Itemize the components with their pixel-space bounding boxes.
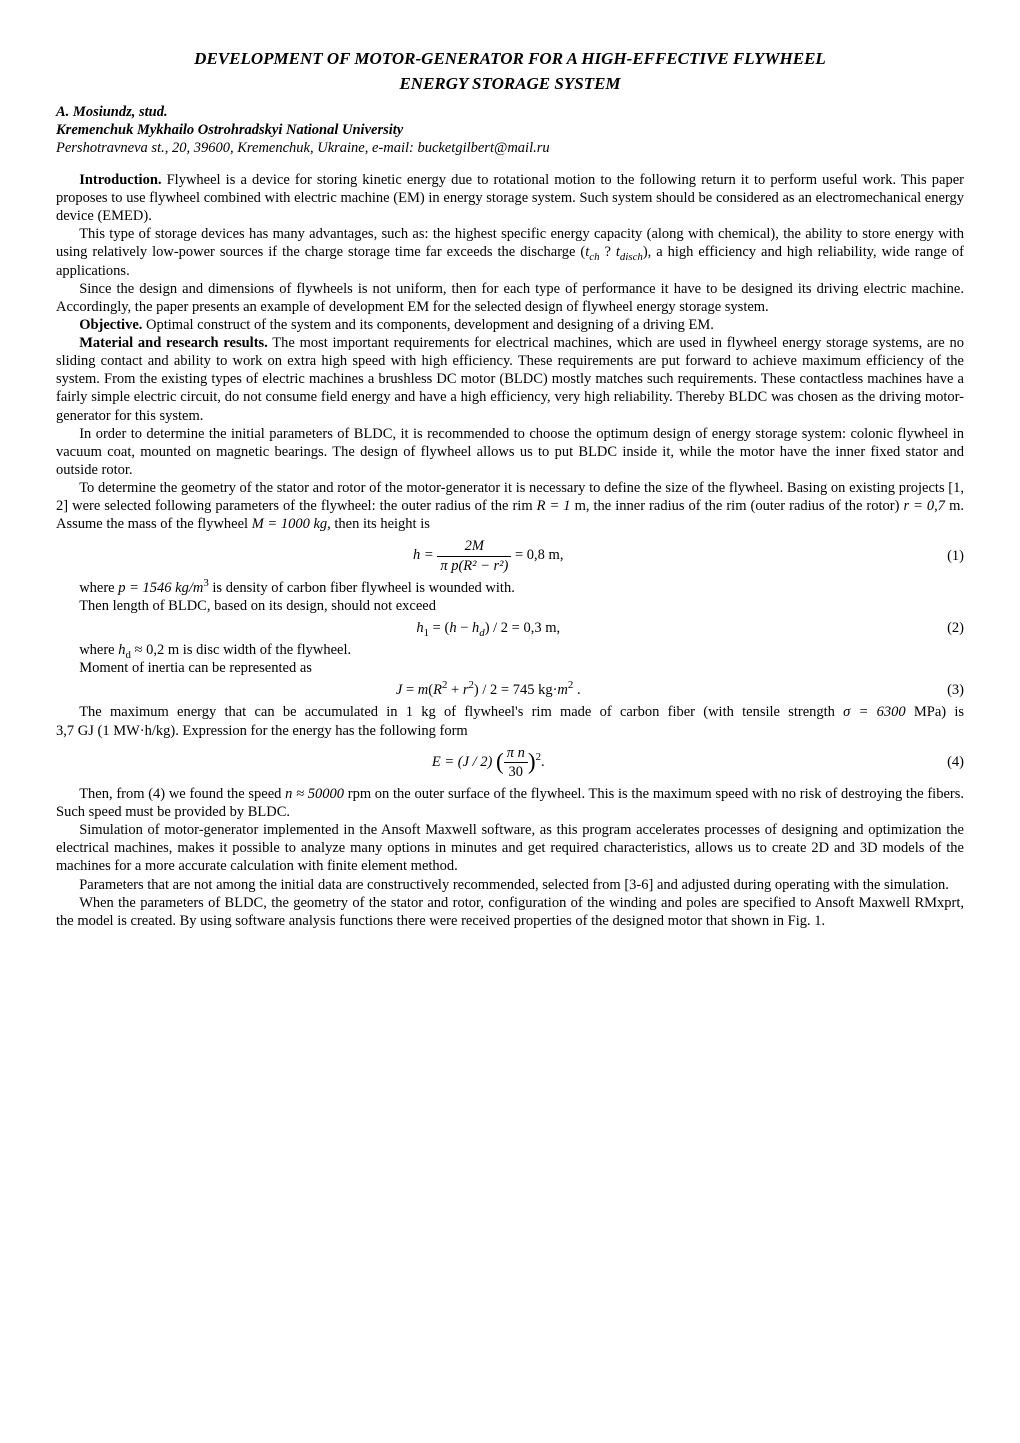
- when-paragraph: When the parameters of BLDC, the geometr…: [56, 894, 964, 930]
- eq3-math: J = m(R2 + r2) / 2 = 745 kg·m2 .: [56, 681, 921, 699]
- mat3b: m, the inner radius of the rim (outer ra…: [571, 498, 904, 514]
- eq1-lhs: h =: [413, 547, 437, 563]
- p-value: p = 1546 kg/m3: [118, 580, 209, 596]
- where1b: is density of carbon fiber flywheel is w…: [209, 580, 515, 596]
- address: Pershotravneva st., 20, 39600, Kremenchu…: [56, 139, 964, 157]
- maxE-a: The maximum energy that can be accumulat…: [79, 704, 843, 720]
- intro-paragraph-2: This type of storage devices has many ad…: [56, 225, 964, 279]
- n-value: n ≈ 50000: [285, 786, 344, 802]
- max-energy: The maximum energy that can be accumulat…: [56, 703, 964, 739]
- params-paragraph: Parameters that are not among the initia…: [56, 876, 964, 894]
- eq1-fraction: 2M π p(R² − r²): [437, 537, 511, 574]
- eq2-number: (2): [921, 619, 965, 637]
- discharge-inline-math: (tch ? tdisch): [580, 244, 647, 260]
- speed-paragraph: Then, from (4) we found the speed n ≈ 50…: [56, 785, 964, 821]
- where-p-density: where p = 1546 kg/m3 is density of carbo…: [56, 579, 964, 597]
- moment-inertia: Moment of inertia can be represented as: [56, 659, 964, 677]
- eq1-math: h = 2M π p(R² − r²) = 0,8 m,: [56, 537, 921, 574]
- speed-a: Then, from (4) we found the speed: [79, 786, 285, 802]
- eq1-number: (1): [921, 547, 965, 565]
- eq1-top: 2M: [437, 537, 511, 555]
- eq4-number: (4): [921, 753, 965, 771]
- eq4-tail: .: [541, 754, 545, 770]
- sigma-value: σ = 6300: [843, 704, 905, 720]
- eq3-number: (3): [921, 681, 965, 699]
- affiliation: Kremenchuk Mykhailo Ostrohradskyi Nation…: [56, 121, 964, 139]
- equation-1: h = 2M π p(R² − r²) = 0,8 m, (1): [56, 537, 964, 574]
- eq1-bot: π p(R² − r²): [437, 556, 511, 575]
- R-value: R = 1: [537, 498, 571, 514]
- eq4-fraction: π n 30: [504, 744, 528, 781]
- eq1-rhs: = 0,8 m,: [515, 547, 563, 563]
- where1a: where: [79, 580, 118, 596]
- where2a: where: [79, 642, 118, 658]
- eq4-top: π n: [504, 744, 528, 762]
- intro-paragraph-3: Since the design and dimensions of flywh…: [56, 280, 964, 316]
- where-hd: where hd ≈ 0,2 m is disc width of the fl…: [56, 641, 964, 659]
- gj-value: 3,7 GJ (1 MW·h/kg: [56, 723, 170, 739]
- equation-2: h1 = (h − hd) / 2 = 0,3 m, (2): [56, 619, 964, 637]
- eq4-bot: 30: [504, 762, 528, 781]
- intro-paragraph-1: Introduction. Flywheel is a device for s…: [56, 171, 964, 225]
- eq4-lhs: E = (J / 2): [432, 754, 493, 770]
- M-value: M = 1000 kg: [252, 516, 327, 532]
- then-length: Then length of BLDC, based on its design…: [56, 597, 964, 615]
- equation-3: J = m(R2 + r2) / 2 = 745 kg·m2 . (3): [56, 681, 964, 699]
- material-paragraph-1: Material and research results. The most …: [56, 334, 964, 425]
- material-paragraph-3: To determine the geometry of the stator …: [56, 479, 964, 533]
- mat3d: , then its height is: [327, 516, 430, 532]
- r-value: r = 0,7: [903, 498, 945, 514]
- objective-paragraph: Objective. Optimal construct of the syst…: [56, 316, 964, 334]
- where2b: m is disc width of the flywheel.: [164, 642, 351, 658]
- maxE-b: MPa) is: [906, 704, 964, 720]
- equation-4: E = (J / 2) ( π n 30 )2. (4): [56, 744, 964, 781]
- hd-value: hd ≈ 0,2: [118, 642, 164, 658]
- material-paragraph-2: In order to determine the initial parame…: [56, 425, 964, 479]
- objective-text: Optimal construct of the system and its …: [142, 317, 713, 333]
- intro-text-1: Flywheel is a device for storing kinetic…: [56, 172, 964, 224]
- author: A. Mosiundz, stud.: [56, 103, 964, 121]
- maxE-c: ). Expression for the energy has the fol…: [170, 723, 467, 739]
- eq2-math: h1 = (h − hd) / 2 = 0,3 m,: [56, 619, 921, 637]
- material-label: Material and research results.: [79, 335, 268, 351]
- eq4-math: E = (J / 2) ( π n 30 )2.: [56, 744, 921, 781]
- intro-label: Introduction.: [79, 172, 161, 188]
- objective-label: Objective.: [79, 317, 142, 333]
- title-line-2: ENERGY STORAGE SYSTEM: [56, 73, 964, 94]
- simulation-paragraph: Simulation of motor-generator implemente…: [56, 821, 964, 875]
- title-line-1: DEVELOPMENT OF MOTOR-GENERATOR FOR A HIG…: [56, 48, 964, 69]
